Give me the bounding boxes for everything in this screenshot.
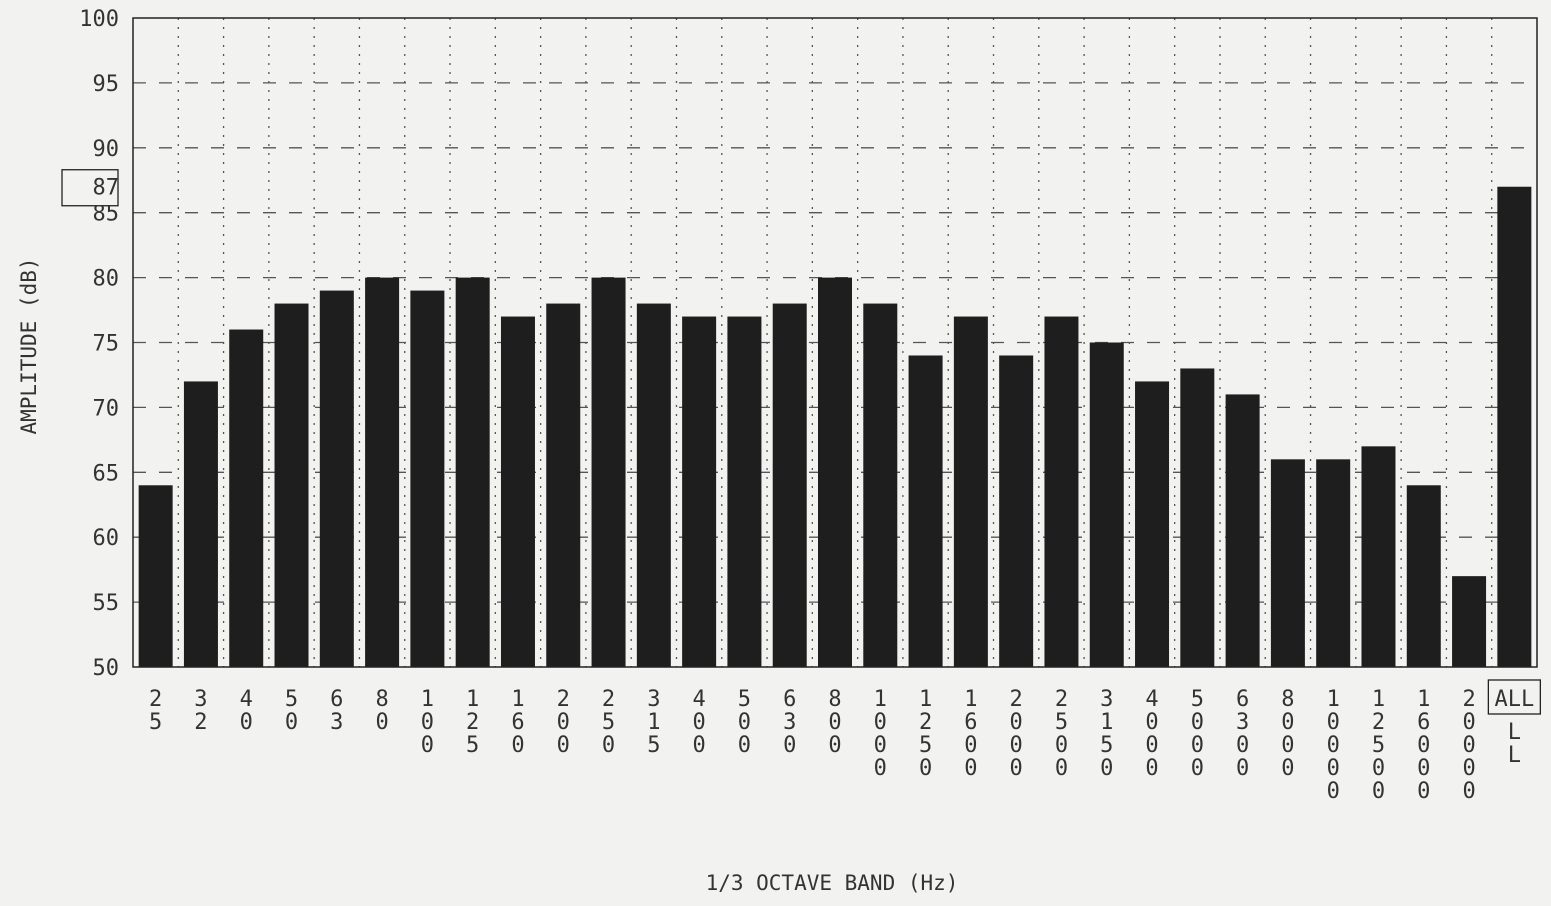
y-tick-label: 60 [93,526,120,551]
highlight-value-label: 87 [93,176,120,201]
bar [1452,576,1487,667]
bars-layer [138,186,1532,668]
bar [999,355,1034,667]
all-band-box [1487,679,1542,715]
bar [138,485,173,667]
bar [546,303,581,667]
bar [410,290,445,667]
bar [1406,485,1441,667]
y-tick-label: 65 [93,461,120,486]
plot-frame [132,17,1538,668]
bar [229,329,264,667]
bar [274,303,309,667]
bar [953,316,988,667]
bar [1044,316,1079,667]
bar [455,277,490,667]
y-tick-label: 55 [93,591,120,616]
y-tick-label: 100 [79,7,119,32]
bar [636,303,671,667]
bar [591,277,626,667]
y-tick-label: 90 [93,137,120,162]
bar [818,277,852,667]
bar [908,355,943,667]
x-tick-labels: 2 5 3 2 4 0 5 0 6 3 8 0 1 0 0 1 2 5 1 6 0 2 0 0 2 5 0 3 1 5 4 0 0 5 0 0 6 3 0 8… [149,687,1534,804]
bar [727,316,762,667]
bar [1135,381,1170,667]
x-tick-label-stack: L [1508,720,1521,745]
y-axis-label: AMPLITUDE (dB) [17,257,41,434]
y-tick-label: 70 [93,396,120,421]
bar [1361,446,1396,667]
y-tick-label: 95 [93,72,120,97]
bar [365,277,400,667]
bar [1270,459,1305,667]
x-tick-label-stack: L [1508,743,1521,768]
bar [183,381,218,667]
bar [1497,186,1532,668]
bar [772,303,807,667]
x-axis-label: 1/3 OCTAVE BAND (Hz) [706,871,959,895]
bar [1089,342,1124,667]
y-tick-label: 80 [93,267,120,292]
bar [500,316,535,667]
bar [319,290,354,667]
x-tick-label: ALL [1494,687,1534,712]
y-tick-label: 75 [93,332,120,357]
highlight-layer: 87 [61,169,1542,715]
bar [863,303,898,667]
bar [1180,368,1215,667]
highlight-value-box [61,169,119,207]
bar [1316,459,1351,667]
bar [682,316,717,667]
y-tick-label: 50 [93,656,120,681]
bar [1225,394,1260,667]
